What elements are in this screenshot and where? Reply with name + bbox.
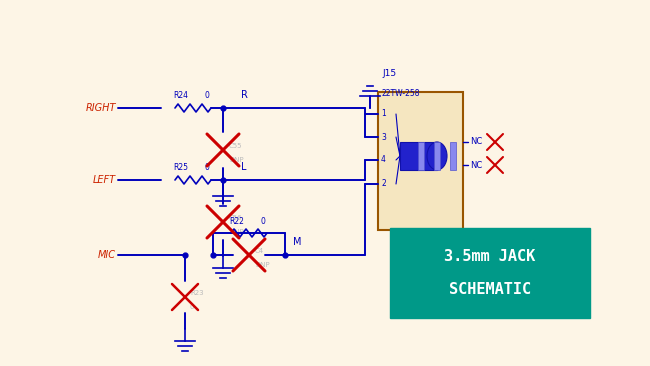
Text: R23: R23: [190, 290, 203, 296]
Text: DNP: DNP: [229, 157, 244, 163]
Text: RIGHT: RIGHT: [86, 103, 116, 113]
Text: R22: R22: [229, 217, 244, 226]
Text: 3: 3: [381, 132, 386, 142]
Text: 1: 1: [381, 109, 385, 119]
Text: NC: NC: [470, 161, 482, 169]
Text: 4: 4: [381, 156, 386, 164]
Text: R: R: [241, 90, 248, 100]
Text: 2: 2: [381, 179, 385, 188]
Text: R24: R24: [174, 91, 188, 100]
Text: SCHEMATIC: SCHEMATIC: [449, 282, 531, 297]
Text: MIC: MIC: [98, 250, 116, 260]
Text: C55: C55: [229, 143, 242, 149]
Text: 22TW-258: 22TW-258: [382, 89, 421, 98]
Ellipse shape: [427, 142, 447, 170]
Bar: [434, 142, 440, 170]
Text: 0: 0: [205, 163, 209, 172]
Text: DNP: DNP: [229, 229, 244, 235]
Text: L: L: [241, 162, 246, 172]
Text: DNP: DNP: [255, 262, 270, 268]
Text: 0: 0: [190, 304, 194, 310]
Text: C56: C56: [229, 215, 242, 221]
Text: NC: NC: [470, 138, 482, 146]
Text: R25: R25: [174, 163, 188, 172]
Bar: [378, 92, 463, 230]
Text: LEFT: LEFT: [93, 175, 116, 185]
Bar: [418, 142, 424, 170]
Bar: [390, 228, 590, 318]
Text: J15: J15: [382, 69, 396, 78]
Text: 0: 0: [205, 91, 209, 100]
Text: C4: C4: [255, 248, 264, 254]
Text: 3.5mm JACK: 3.5mm JACK: [445, 249, 536, 264]
Text: M: M: [293, 237, 302, 247]
Bar: [450, 142, 456, 170]
Bar: [400, 142, 437, 170]
Text: 0: 0: [261, 217, 265, 226]
